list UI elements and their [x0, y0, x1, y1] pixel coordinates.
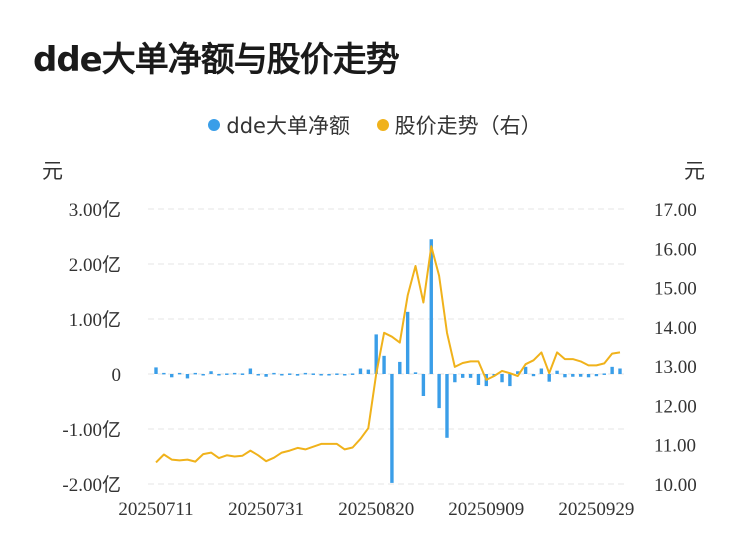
bar — [618, 368, 622, 374]
line-series — [155, 245, 621, 464]
x-tick-label: 20250909 — [448, 499, 524, 520]
legend-label-dde: dde大单净额 — [226, 114, 350, 138]
bar — [421, 374, 426, 396]
legend: dde大单净额 股价走势（右） — [0, 110, 750, 140]
bar — [563, 374, 567, 378]
bar — [319, 374, 323, 376]
price-line — [155, 245, 621, 464]
bar — [162, 372, 166, 375]
bar — [287, 373, 292, 375]
bar — [170, 374, 174, 378]
bar — [311, 373, 315, 375]
bar — [366, 369, 371, 374]
bar — [523, 366, 528, 374]
legend-dot-dde-icon — [208, 119, 221, 131]
bar-series — [154, 239, 622, 483]
bar — [272, 372, 276, 375]
bar — [413, 372, 418, 374]
right-tick-label: 16.00 — [654, 239, 697, 260]
bar — [154, 367, 158, 374]
bar — [586, 374, 591, 378]
bar — [280, 374, 284, 376]
bar — [476, 374, 481, 385]
bar — [453, 374, 457, 383]
x-tick-label: 20250711 — [118, 499, 193, 520]
bar — [327, 374, 331, 376]
bar — [578, 374, 583, 377]
bar — [594, 374, 599, 377]
bar — [547, 374, 551, 382]
bar — [256, 374, 260, 376]
bar — [232, 372, 237, 375]
bar — [248, 368, 253, 374]
right-tick-label: 17.00 — [654, 200, 697, 221]
bar — [555, 370, 559, 374]
bar — [571, 374, 575, 377]
bar — [531, 374, 536, 377]
legend-item-dde[interactable]: dde大单净额 — [208, 110, 350, 140]
bar — [390, 374, 394, 483]
bar — [445, 374, 449, 438]
x-tick-label: 20250820 — [338, 499, 414, 520]
bar — [177, 372, 182, 375]
chart-title: dde大单净额与股价走势 — [33, 40, 400, 80]
x-tick-label: 20250929 — [558, 499, 634, 520]
bar — [335, 373, 339, 375]
bar — [350, 373, 355, 375]
bar — [500, 374, 504, 383]
bar — [492, 374, 496, 376]
left-tick-label: -2.00亿 — [62, 474, 121, 496]
left-tick-label: -1.00亿 — [62, 419, 121, 441]
right-tick-label: 14.00 — [654, 318, 697, 339]
right-tick-label: 11.00 — [654, 436, 696, 457]
bar — [382, 355, 386, 374]
bar — [201, 374, 205, 376]
bar — [405, 311, 410, 374]
bar — [343, 374, 347, 376]
left-tick-label: 0 — [112, 365, 122, 386]
bar — [516, 371, 520, 374]
bar — [539, 368, 544, 374]
right-tick-label: 10.00 — [654, 475, 697, 496]
right-tick-label: 15.00 — [654, 279, 697, 300]
bar — [240, 373, 245, 375]
bar — [358, 368, 363, 374]
grid-lines — [148, 208, 628, 485]
legend-item-price[interactable]: 股价走势（右） — [376, 110, 542, 140]
bar — [508, 374, 512, 387]
bar — [429, 239, 433, 374]
bar — [461, 374, 465, 378]
right-tick-label: 12.00 — [654, 396, 697, 417]
bar — [602, 373, 606, 375]
bar — [295, 374, 300, 376]
left-axis-unit: 元 — [42, 159, 63, 183]
right-tick-label: 13.00 — [654, 357, 697, 378]
bar — [217, 374, 221, 376]
bar — [398, 361, 402, 374]
bar — [264, 374, 268, 377]
bar — [303, 372, 308, 375]
left-tick-label: 3.00亿 — [69, 199, 121, 221]
bar — [437, 374, 441, 409]
legend-label-price: 股价走势（右） — [394, 114, 542, 138]
right-axis-unit: 元 — [684, 159, 705, 183]
bar — [225, 373, 229, 375]
bar — [468, 374, 473, 378]
bar — [185, 374, 190, 379]
left-tick-label: 2.00亿 — [69, 254, 121, 276]
bar — [209, 371, 213, 374]
bar — [374, 334, 378, 374]
bar — [610, 366, 614, 374]
legend-dot-price-icon — [376, 119, 389, 131]
axis-labels: 3.00亿 2.00亿 1.00亿 0 -1.00亿 -2.00亿 17.00 16.00 15… — [62, 199, 696, 520]
left-tick-label: 1.00亿 — [69, 309, 121, 331]
x-tick-label: 20250731 — [228, 499, 304, 520]
bar — [193, 372, 198, 375]
